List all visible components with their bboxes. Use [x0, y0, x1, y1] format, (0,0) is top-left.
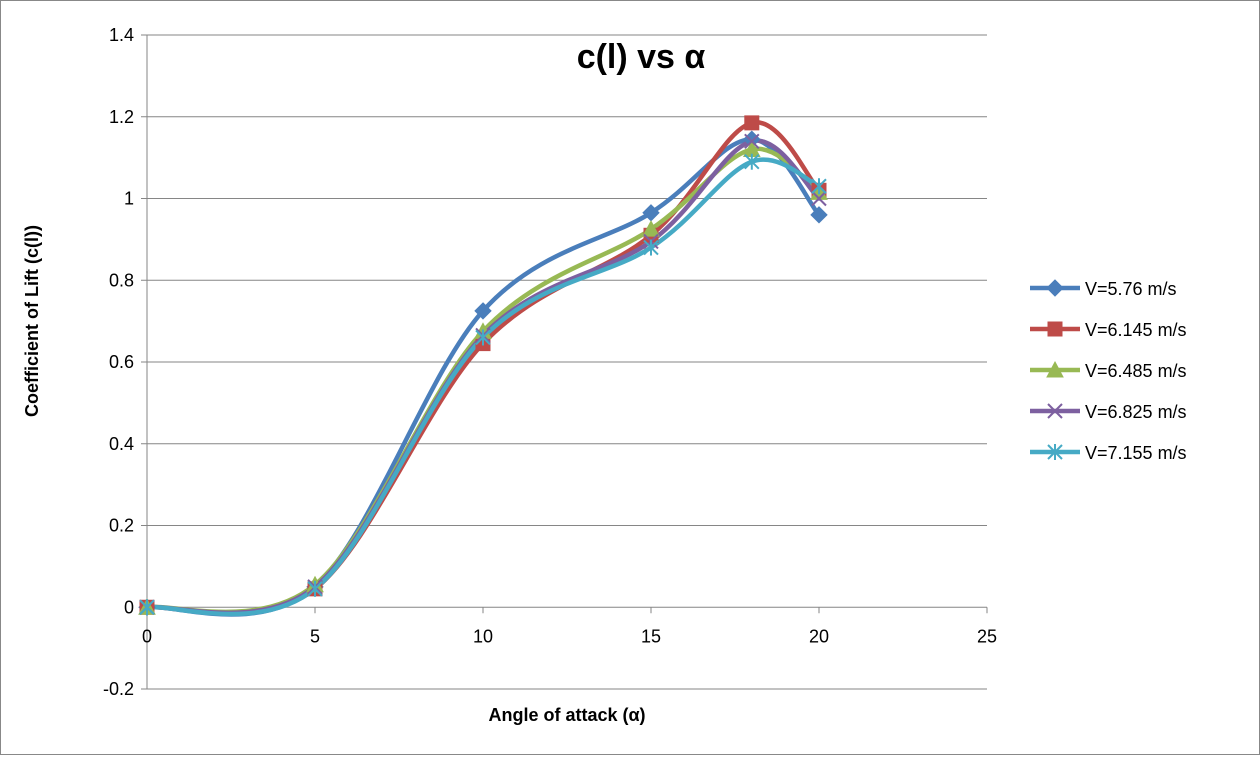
marker-stroke: [1047, 403, 1063, 419]
data-point: [307, 580, 323, 597]
data-point: [139, 599, 155, 616]
x-tick-label: 10: [473, 626, 493, 646]
x-tick-label: 20: [809, 626, 829, 646]
legend-marker: [1047, 444, 1063, 460]
data-point: [642, 220, 660, 237]
chart-title: c(l) vs α: [577, 38, 706, 76]
x-axis-title: Angle of attack (α): [488, 705, 645, 725]
y-tick-label: 0.4: [109, 434, 134, 454]
legend-item: V=6.145 m/s: [1030, 320, 1187, 340]
data-point: [744, 133, 760, 149]
legend-label: V=6.145 m/s: [1085, 320, 1187, 340]
y-tick-label: 0.8: [109, 270, 134, 290]
x-tick-label: 25: [977, 626, 997, 646]
x-tick-label: 5: [310, 626, 320, 646]
marker-stroke: [811, 190, 827, 207]
legend-item: V=6.485 m/s: [1030, 360, 1187, 381]
data-point: [475, 329, 491, 346]
y-tick-label: 0.2: [109, 516, 134, 536]
y-tick-label: 1.4: [109, 25, 134, 45]
y-axis-title: Coefficient of Lift (c(l)): [22, 225, 42, 417]
x-tick-label: 0: [142, 626, 152, 646]
marker-stroke: [744, 133, 760, 149]
data-point: [811, 178, 827, 195]
legend-marker: [1046, 360, 1064, 378]
data-point: [744, 153, 760, 170]
legend-label: V=6.485 m/s: [1085, 361, 1187, 381]
y-tick-label: 1.2: [109, 107, 134, 127]
legend-label: V=7.155 m/s: [1085, 443, 1187, 463]
data-point: [643, 239, 659, 256]
legend-label: V=5.76 m/s: [1085, 279, 1177, 299]
legend-label: V=6.825 m/s: [1085, 402, 1187, 422]
legend-marker: [1047, 403, 1063, 419]
data-point: [744, 115, 760, 131]
x-tick-label: 15: [641, 626, 661, 646]
y-tick-label: 0: [124, 597, 134, 617]
series-group: [138, 115, 828, 617]
legend-item: V=6.825 m/s: [1030, 402, 1187, 422]
legend-marker: [1047, 321, 1063, 337]
legend-marker: [1046, 279, 1064, 297]
legend: V=5.76 m/s V=6.145 m/s V=6.485 m/s V=6.825 …: [1030, 279, 1187, 463]
data-point: [810, 206, 828, 224]
data-point: [474, 302, 492, 320]
data-point: [811, 190, 827, 207]
y-tick-label: 1: [124, 189, 134, 209]
y-tick-label: -0.2: [103, 679, 134, 699]
y-tick-label: 0.6: [109, 352, 134, 372]
legend-item: V=7.155 m/s: [1030, 443, 1187, 463]
legend-item: V=5.76 m/s: [1030, 279, 1177, 299]
